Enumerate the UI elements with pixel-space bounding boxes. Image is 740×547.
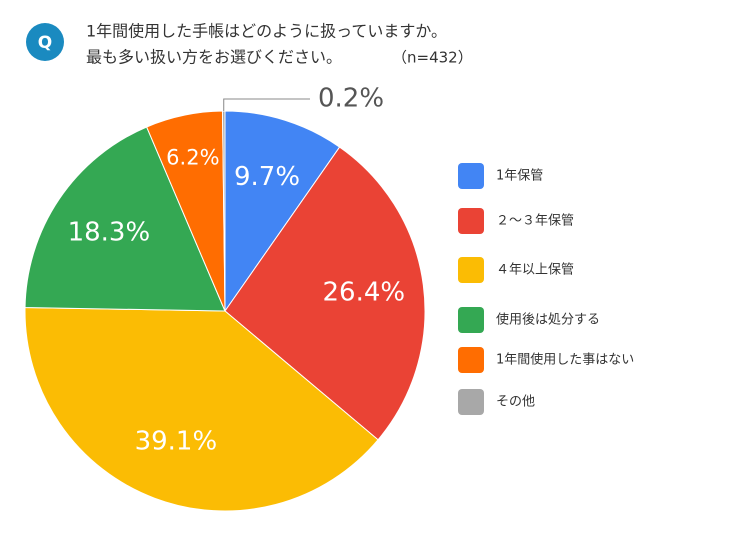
sample-size: （n=432） [392,49,473,67]
legend-label: 1年保管 [496,169,543,184]
data-label: 0.2% [318,84,384,114]
legend-swatch [458,389,484,415]
chart-subtitle: 最も多い扱い方をお選びください。 [86,48,342,67]
legend-label: ４年以上保管 [496,263,574,278]
pie-slice [24,126,226,312]
data-label: 26.4% [323,277,406,307]
data-label: 39.1% [135,427,218,457]
q-badge-text: Q [38,33,52,53]
data-label: 18.3% [68,217,151,247]
legend-swatch [458,257,484,283]
legend-swatch [458,307,484,333]
legend-label: ２～３年保管 [496,214,574,229]
data-label: 9.7% [234,162,300,192]
chart-title: 1年間使用した手帳はどのように扱っていますか。 [86,22,447,41]
pie-slice [24,307,379,512]
legend-label: 1年間使用した事はない [496,352,634,368]
legend-label: その他 [496,395,535,410]
pie-slice [221,110,226,312]
leader-line [223,98,310,112]
legend-swatch [458,347,484,373]
data-label: 6.2% [166,145,219,169]
q-badge [26,23,64,61]
legend-swatch [458,208,484,234]
pie-slice [224,110,341,313]
legend-swatch [458,163,484,189]
legend-label: 使用後は処分する [496,312,600,328]
pie-slice [224,146,426,441]
